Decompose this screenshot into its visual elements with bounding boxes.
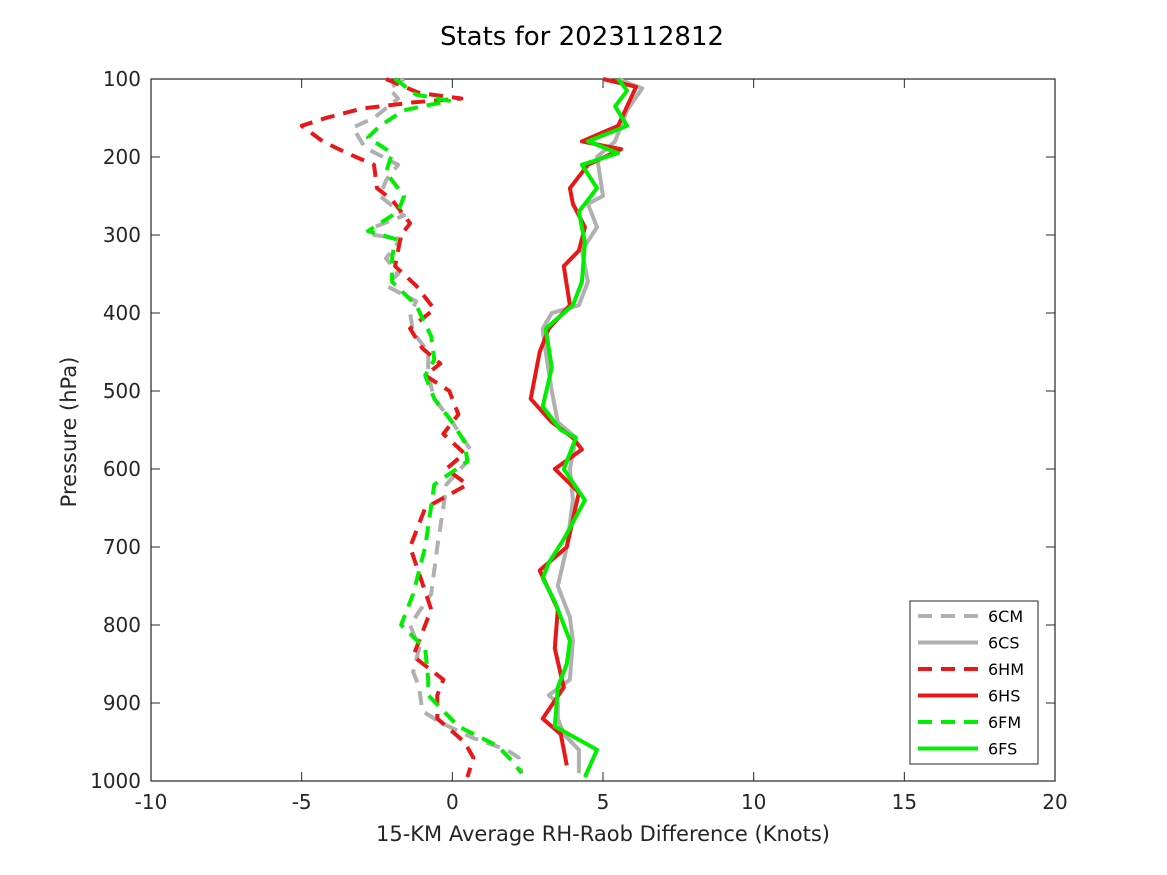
legend: 6CM 6CS 6HM 6HS 6FM 6FS xyxy=(909,600,1039,765)
y-tick-label: 300 xyxy=(103,223,141,247)
x-tick-label: 5 xyxy=(597,790,610,814)
y-tick-label: 600 xyxy=(103,457,141,481)
y-tick-label: 900 xyxy=(103,691,141,715)
axis-ticks: -10 -5 0 5 10 15 20 100 200 300 400 500 600 700 800 900… xyxy=(90,67,1068,814)
y-tick-label: 500 xyxy=(103,379,141,403)
legend-box xyxy=(909,600,1039,765)
series-layer xyxy=(299,77,645,778)
x-tick-label: -10 xyxy=(135,790,168,814)
legend-label-6hs: 6HS xyxy=(988,687,1020,706)
series-line-6fs xyxy=(540,77,630,778)
legend-label-6hm: 6HM xyxy=(988,660,1024,679)
x-tick-label: 0 xyxy=(446,790,459,814)
x-tick-label: 20 xyxy=(1042,790,1067,814)
y-tick-label: 800 xyxy=(103,613,141,637)
series-line-6cm xyxy=(350,77,524,774)
legend-label-6cs: 6CS xyxy=(988,634,1020,653)
series-line-6hm xyxy=(299,77,476,778)
chart-title: Stats for 2023112812 xyxy=(440,22,724,52)
series-line-6cs xyxy=(540,77,645,774)
x-tick-label: -5 xyxy=(292,790,312,814)
x-tick-label: 10 xyxy=(741,790,766,814)
y-tick-label: 200 xyxy=(103,145,141,169)
y-axis-label: Pressure (hPa) xyxy=(57,357,81,508)
y-tick-label: 400 xyxy=(103,301,141,325)
legend-label-6cm: 6CM xyxy=(988,607,1023,626)
legend-label-6fm: 6FM xyxy=(988,713,1021,732)
x-tick-label: 15 xyxy=(892,790,917,814)
series-line-6fm xyxy=(366,77,524,775)
y-tick-label: 1000 xyxy=(90,769,141,793)
y-tick-label: 700 xyxy=(103,535,141,559)
y-tick-label: 100 xyxy=(103,67,141,91)
series-line-6hs xyxy=(528,77,639,766)
x-axis-label: 15-KM Average RH-Raob Difference (Knots) xyxy=(376,822,830,846)
legend-label-6fs: 6FS xyxy=(988,740,1017,759)
